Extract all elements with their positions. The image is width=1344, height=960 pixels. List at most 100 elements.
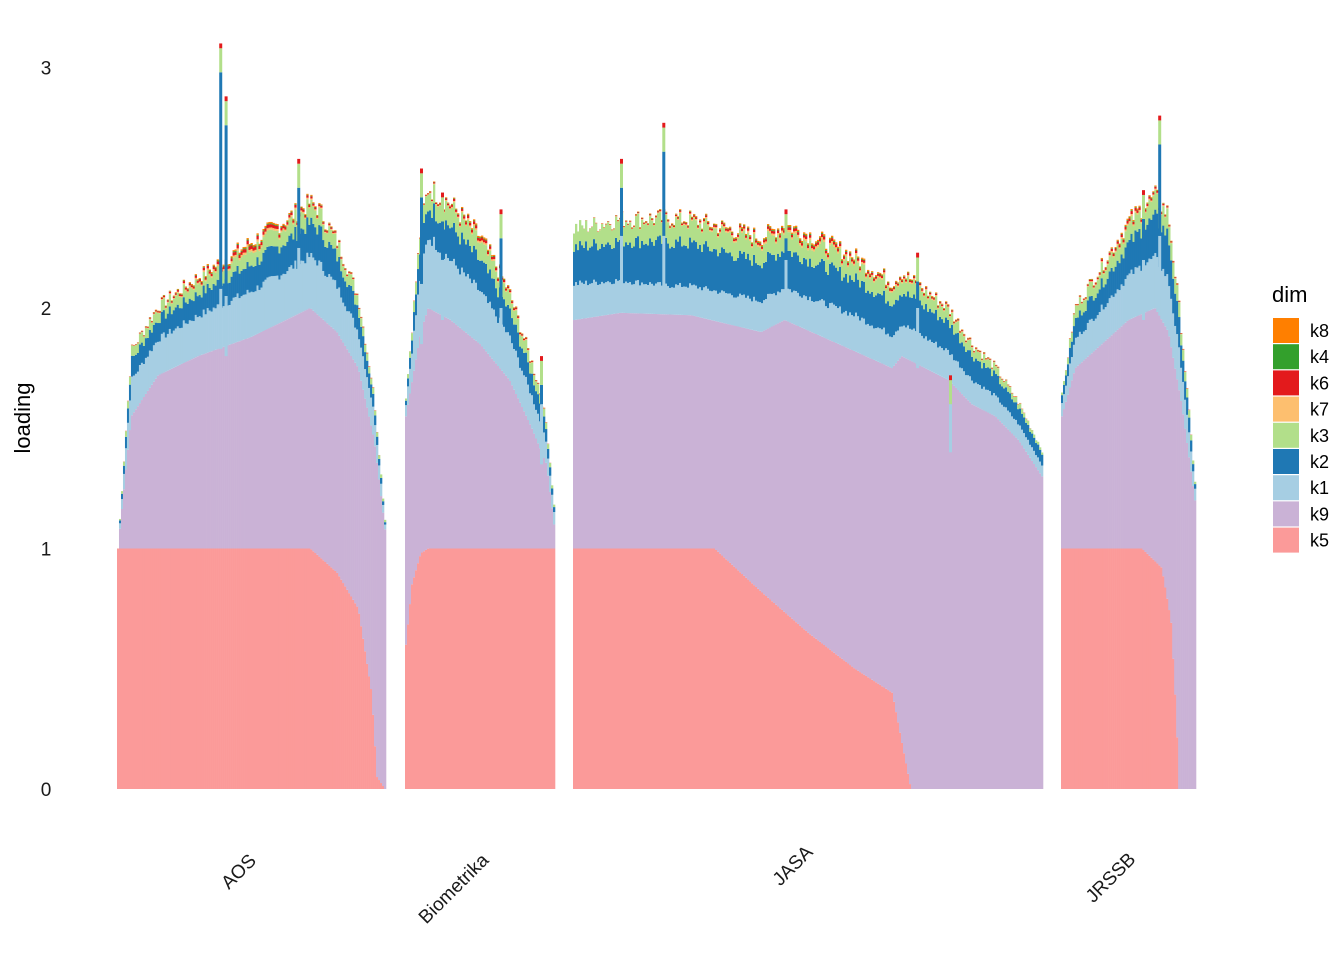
bar-segment-k5	[643, 548, 646, 789]
bar-segment-k6	[975, 347, 978, 349]
bar-segment-k2	[384, 522, 387, 525]
bar-segment-k5	[617, 548, 620, 789]
bar-segment-k6	[937, 306, 940, 308]
bar-segment-k2	[1098, 289, 1102, 313]
bar-segment-k2	[491, 278, 494, 309]
bar-segment-k1	[318, 260, 321, 317]
bar-segment-k1	[280, 275, 283, 323]
bar-segment-k2	[320, 226, 323, 262]
bar-segment-k1	[366, 377, 369, 408]
bar-segment-k5	[1150, 557, 1153, 789]
bar-segment-k2	[1184, 381, 1187, 400]
bar-segment-k1	[1082, 331, 1086, 361]
bar-segment-k9	[154, 378, 158, 549]
bar-segment-k1	[302, 260, 305, 312]
bar-segment-k8	[1098, 272, 1102, 273]
bar-segment-k1	[192, 321, 196, 359]
bar-segment-k1	[1027, 439, 1030, 455]
bar-segment-k2	[1124, 247, 1127, 279]
bar-segment-k5	[1070, 548, 1074, 789]
bar-segment-k2	[605, 244, 608, 283]
bar-segment-k1	[236, 293, 239, 342]
bar-segment-k7	[855, 253, 858, 256]
bar-segment-k6	[765, 239, 768, 242]
bar-segment-k3	[374, 410, 377, 416]
bar-segment-k2	[901, 296, 904, 327]
bar-segment-k3	[983, 354, 986, 363]
bar-segment-k1	[667, 286, 670, 315]
bar-segment-k9	[1162, 548, 1165, 577]
bar-segment-k9	[1039, 548, 1042, 789]
bar-segment-k5	[1062, 548, 1066, 789]
bar-segment-k6	[292, 220, 295, 223]
bar-segment-k6	[897, 283, 900, 286]
bar-segment-k9	[773, 548, 776, 603]
bar-segment-k1	[663, 282, 666, 315]
bar-segment-k1	[927, 340, 930, 370]
bar-segment-k1	[803, 295, 806, 329]
bar-segment-k9	[661, 314, 664, 549]
bar-segment-k1	[465, 276, 468, 333]
bar-segment-k4	[475, 224, 478, 226]
bar-segment-k5	[1110, 548, 1113, 789]
bar-segment-k4	[306, 194, 309, 196]
bar-segment-k8	[697, 224, 700, 226]
bar-segment-k3	[859, 271, 862, 288]
bar-segment-k2	[633, 246, 636, 285]
bar-segment-k1	[977, 384, 980, 408]
bar-segment-k6	[875, 276, 878, 279]
bar-segment-k1	[156, 341, 160, 376]
bar-segment-k5	[579, 548, 582, 789]
bar-segment-k3	[1035, 440, 1038, 444]
bar-segment-k3	[336, 248, 339, 262]
bar-segment-k8	[284, 225, 287, 227]
bar-segment-k6	[887, 283, 890, 285]
bar-segment-k5	[623, 548, 626, 789]
bar-segment-k2	[439, 222, 442, 253]
bar-segment-k3	[1156, 193, 1159, 214]
bar-segment-k6	[182, 281, 186, 284]
bar-segment-k8	[855, 248, 858, 250]
bar-segment-k4	[811, 244, 814, 246]
bar-segment-k3	[198, 283, 201, 296]
bar-segment-k1	[276, 275, 279, 325]
bar-segment-k9	[314, 548, 317, 554]
bar-segment-k1	[1021, 429, 1024, 446]
bar-segment-k7	[206, 268, 209, 271]
bar-segment-k4	[813, 245, 816, 247]
bar-segment-k1	[370, 397, 373, 426]
bar-segment-k7	[745, 237, 748, 240]
bar-segment-k3	[1172, 262, 1175, 279]
bar-segment-k9	[118, 528, 122, 549]
bar-segment-k1	[1100, 304, 1103, 345]
bar-segment-k1	[907, 325, 910, 360]
bar-segment-k1	[274, 275, 277, 326]
bar-segment-k1	[967, 375, 970, 401]
bar-segment-k3	[497, 282, 500, 298]
bar-segment-k6	[352, 277, 355, 279]
bar-segment-k8	[505, 287, 508, 289]
bar-segment-k9	[463, 331, 466, 549]
bar-segment-k7	[1078, 296, 1082, 298]
bar-segment-k6	[529, 361, 532, 363]
bar-segment-k2	[703, 244, 706, 288]
bar-segment-k9	[405, 416, 408, 549]
bar-segment-k3	[1150, 201, 1153, 220]
bar-segment-k6	[154, 310, 158, 312]
bar-segment-k6	[967, 338, 970, 340]
bar-segment-k2	[455, 232, 458, 266]
bar-segment-k1	[314, 260, 317, 313]
bar-segment-k7	[1118, 247, 1121, 249]
bar-segment-k9	[200, 354, 203, 549]
bar-segment-k1	[531, 395, 534, 429]
bar-segment-k5	[130, 548, 134, 789]
bar-segment-k8	[503, 278, 506, 280]
bar-segment-k6	[138, 332, 142, 334]
bar-segment-k5	[815, 638, 818, 789]
bar-segment-k1	[222, 306, 225, 347]
bar-segment-k1	[825, 306, 828, 339]
bar-segment-k2	[216, 279, 219, 305]
bar-segment-k6	[787, 227, 790, 230]
bar-segment-k8	[519, 332, 522, 333]
bar-segment-k9	[306, 309, 309, 549]
